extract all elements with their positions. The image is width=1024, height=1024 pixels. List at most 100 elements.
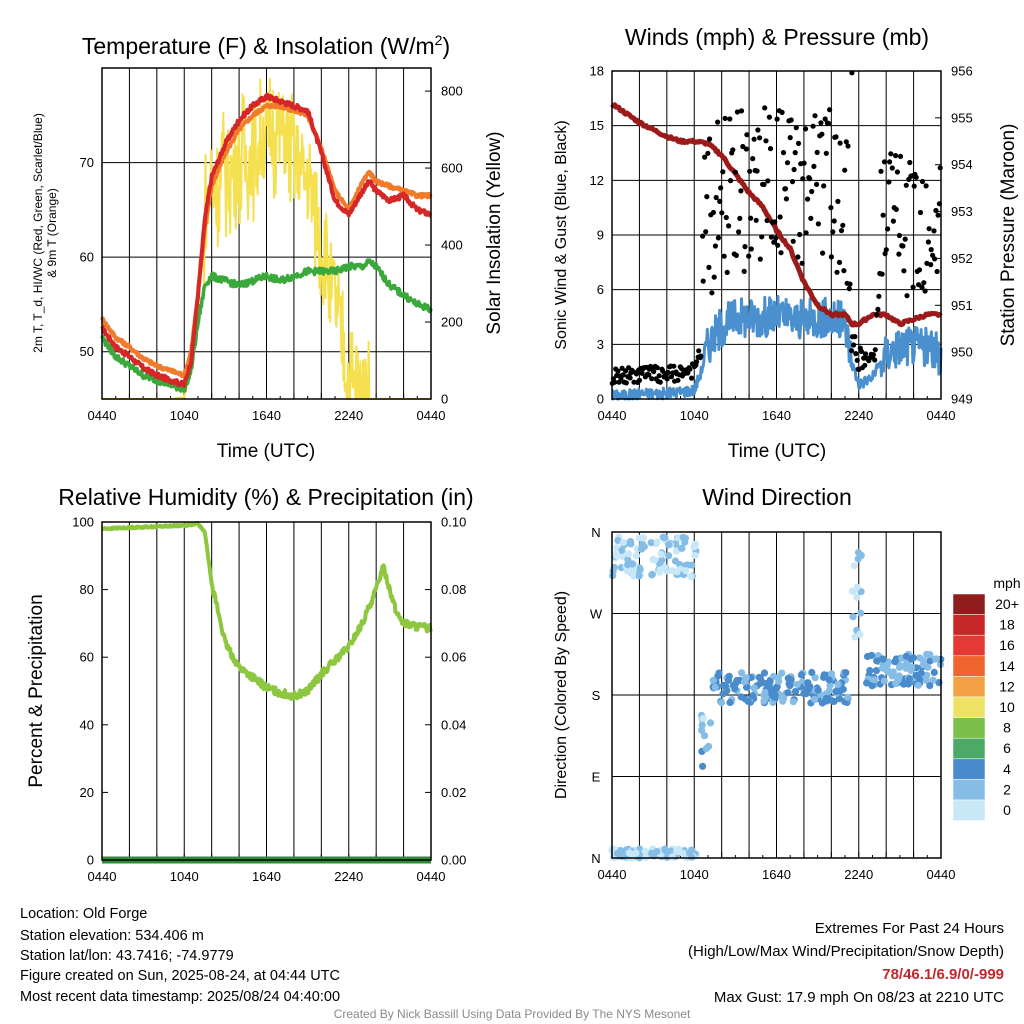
direction-point xyxy=(632,849,640,857)
gust-point xyxy=(875,306,881,312)
gust-point xyxy=(851,342,857,348)
gust-point xyxy=(762,105,768,111)
temp-ytick-label: 50 xyxy=(80,344,94,359)
temp-title-main: Temperature (F) & Insolation (W/m xyxy=(82,33,435,59)
direction-point xyxy=(679,849,687,858)
wdir-ytick-label: E xyxy=(592,770,601,785)
gust-point xyxy=(705,150,711,156)
direction-point xyxy=(797,671,806,679)
max-gust-text: Max Gust: 17.9 mph On 08/23 at 2210 UTC xyxy=(713,989,1004,1006)
speed-legend-swatch xyxy=(952,655,986,677)
direction-point xyxy=(891,658,899,666)
direction-point xyxy=(932,655,940,663)
temp-xtick-label: 2240 xyxy=(334,408,363,423)
gust-point xyxy=(707,136,713,142)
gust-point xyxy=(730,147,736,153)
direction-point xyxy=(659,533,667,541)
dewpoint-line xyxy=(100,258,433,393)
direction-point xyxy=(691,551,699,560)
temp-title-sup: 2 xyxy=(435,32,443,48)
direction-point xyxy=(750,684,758,692)
direction-point xyxy=(786,682,794,690)
direction-point xyxy=(919,661,928,669)
gust-point xyxy=(724,269,730,275)
recent-data-text: Most recent data timestamp: 2025/08/24 0… xyxy=(20,989,341,1005)
direction-point xyxy=(665,552,673,560)
gust-point xyxy=(791,166,797,173)
speed-legend-label: 12 xyxy=(999,678,1015,694)
direction-point xyxy=(889,668,897,676)
gust-point xyxy=(694,359,700,365)
direction-point xyxy=(804,679,812,687)
wind-xtick-label: 1640 xyxy=(762,408,791,423)
wdir-ylabel: Direction (Colored By Speed) xyxy=(553,591,570,799)
gust-point xyxy=(689,375,695,381)
temp-ytick-label: 70 xyxy=(80,155,94,170)
speed-legend-title: mph xyxy=(993,575,1020,591)
speed-legend-swatch xyxy=(952,737,986,760)
gust-point xyxy=(700,233,706,239)
gust-point xyxy=(823,150,829,156)
direction-point xyxy=(649,555,657,564)
direction-point xyxy=(690,543,698,551)
rh-xtick-label: 1040 xyxy=(170,869,199,884)
gust-point xyxy=(853,351,859,357)
direction-point xyxy=(653,848,661,856)
direction-point xyxy=(625,849,633,857)
direction-point xyxy=(682,561,690,569)
gust-point xyxy=(862,362,868,368)
direction-point xyxy=(791,688,800,696)
direction-point xyxy=(930,668,938,677)
direction-point xyxy=(760,669,769,677)
gust-point xyxy=(828,205,834,211)
direction-point xyxy=(800,689,808,698)
wdir-frame: 0440 1040 1640 2240 0440 xyxy=(598,532,955,882)
direction-point xyxy=(857,609,865,617)
gust-point xyxy=(631,379,637,385)
speed-legend-swatch xyxy=(952,758,986,780)
gust-point xyxy=(897,153,904,159)
rh-xtick-label: 1640 xyxy=(252,869,281,884)
gust-point xyxy=(736,229,742,235)
temp-y2tick-label: 600 xyxy=(441,161,463,176)
gust-point xyxy=(772,219,778,225)
gust-point xyxy=(685,370,691,376)
direction-points xyxy=(608,533,945,862)
gust-point xyxy=(727,116,733,122)
gust-point xyxy=(698,353,704,359)
wdir-xtick-label: 1640 xyxy=(762,867,791,882)
gust-point xyxy=(795,254,801,260)
direction-point xyxy=(857,551,865,560)
gust-point xyxy=(633,371,640,377)
wdir-ytick-label: N xyxy=(591,525,600,540)
gust-point xyxy=(872,357,878,363)
direction-point xyxy=(658,556,666,564)
direction-point xyxy=(632,552,641,560)
direction-point xyxy=(611,550,619,558)
direction-point xyxy=(844,693,852,701)
gust-point xyxy=(795,140,802,146)
gust-point xyxy=(845,143,851,149)
wind-xlabel: Time (UTC) xyxy=(728,441,827,462)
gust-point xyxy=(904,293,910,299)
gust-point xyxy=(847,281,853,287)
direction-point xyxy=(726,698,734,707)
gust-point xyxy=(722,115,728,121)
gust-point xyxy=(825,120,832,126)
gust-point xyxy=(732,169,739,175)
temp-xtick-label: 0440 xyxy=(417,408,446,423)
wind-border xyxy=(611,70,942,400)
temp-xlabel: Time (UTC) xyxy=(217,441,316,462)
temp-xtick-label: 1640 xyxy=(252,408,281,423)
gust-point xyxy=(842,167,848,173)
gust-point xyxy=(843,139,849,145)
direction-point xyxy=(755,673,763,681)
direction-point xyxy=(673,847,681,856)
gust-point xyxy=(896,232,903,239)
wind-ytick-label: 15 xyxy=(590,118,604,133)
wdir-ytick-label: N xyxy=(591,851,600,866)
gust-point xyxy=(703,229,709,235)
gust-point xyxy=(831,218,837,224)
direction-point xyxy=(880,677,888,685)
